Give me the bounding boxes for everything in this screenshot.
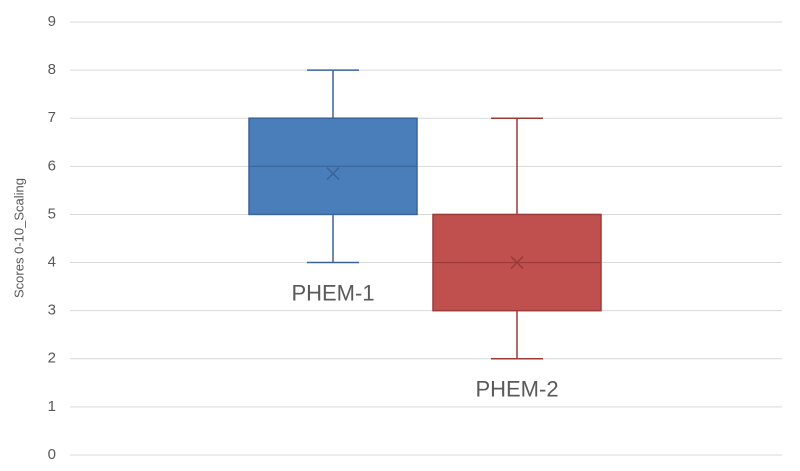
category-label: PHEM-1 (291, 280, 374, 305)
y-tick-label: 3 (48, 302, 56, 319)
y-tick-label: 1 (48, 398, 56, 415)
y-tick-label: 9 (48, 13, 56, 30)
y-tick-label: 8 (48, 61, 56, 78)
y-axis-label: Scores 0-10_Scaling (11, 178, 26, 298)
mean-marker (326, 167, 340, 181)
y-tick-label: 0 (48, 446, 56, 463)
y-tick-label: 4 (48, 254, 56, 271)
category-label: PHEM-2 (475, 377, 558, 402)
mean-marker (510, 256, 524, 270)
y-tick-label: 2 (48, 350, 56, 367)
y-tick-label: 6 (48, 157, 56, 174)
y-tick-label: 7 (48, 109, 56, 126)
y-tick-label: 5 (48, 205, 56, 222)
